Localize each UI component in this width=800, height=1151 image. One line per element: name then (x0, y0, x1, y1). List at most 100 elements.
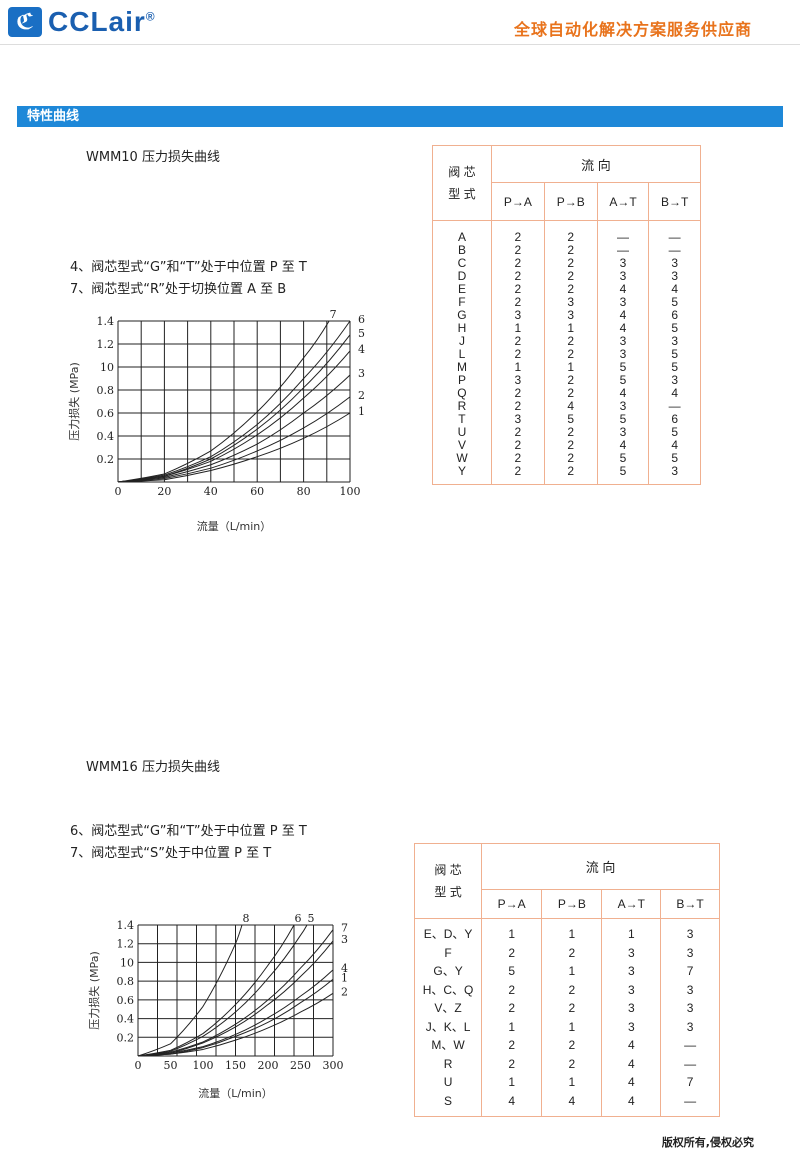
table-cell: 6 (648, 309, 701, 322)
table-cell: E、D、Y (413, 918, 483, 944)
series-label-4: 4 (358, 343, 365, 356)
table-cell: — (660, 1091, 720, 1117)
y-tick-label: 10 (100, 361, 114, 374)
column-header: P→A (490, 182, 545, 221)
y-tick-label: 1.4 (117, 919, 135, 932)
table-cell: B (432, 244, 492, 257)
note: 6、阀芯型式“G”和“T”处于中位置 P 至 T (70, 824, 307, 839)
table-cell: J、K、L (413, 1017, 483, 1036)
table-cell: 2 (541, 980, 603, 999)
table-cell: 2 (543, 426, 598, 439)
table-cell: 3 (601, 999, 662, 1018)
table-cell: 4 (541, 1091, 603, 1117)
table-cell: 1 (543, 322, 598, 335)
table-row: E、D、Y 1 1 1 3 (413, 918, 720, 944)
table-cell: U (413, 1073, 483, 1092)
table-cell: 2 (541, 999, 603, 1018)
y-tick-label: 10 (120, 956, 134, 969)
table-cell: R (413, 1054, 483, 1073)
series-line-3 (117, 374, 351, 483)
table-cell: 2 (490, 465, 545, 485)
table-cell: 5 (648, 452, 701, 465)
header-divider (0, 44, 800, 45)
table-cell: 2 (541, 943, 603, 962)
wmm16-pressure-loss-chart: 0 50 100 150 200 250 300 0.2 0.4 0.6 0.8 10 1.2 1.4 压力… (87, 912, 348, 1100)
series-label-3: 3 (341, 933, 348, 946)
y-tick-label: 1.2 (97, 338, 115, 351)
series-line-2 (117, 396, 351, 483)
table-cell: 3 (543, 296, 598, 309)
y-tick-label: 1.4 (97, 315, 115, 328)
y-tick-label: 0.6 (97, 407, 115, 420)
table-cell: 1 (481, 1073, 543, 1092)
table-cell: C (432, 257, 492, 270)
column-header: B→T (648, 182, 701, 221)
column-header: A→T (596, 182, 650, 221)
y-tick-label: 0.8 (117, 975, 135, 988)
table-cell: F (432, 296, 492, 309)
table-cell: E (432, 283, 492, 296)
series-line-4 (137, 969, 334, 1057)
x-tick-label: 150 (225, 1059, 246, 1072)
logo-text: CCLair® (48, 6, 156, 38)
table-row: S 4 4 4— (413, 1091, 720, 1117)
table-row: B 2 2— — (432, 244, 701, 257)
table-cell: V、Z (413, 999, 483, 1018)
wmm10-pressure-loss-chart: 0 20 40 60 80 100 0.2 0.4 0.6 0.8 10 1.2 1.4 压力损失 (MP… (67, 308, 365, 533)
table-cell: 5 (648, 361, 701, 374)
table-cell: U (432, 426, 492, 439)
table-cell: 5 (648, 348, 701, 361)
table-cell: Y (432, 465, 492, 485)
table-cell: 2 (543, 374, 598, 387)
table-row: G、Y 5 1 3 7 (413, 962, 720, 981)
series-label-5: 5 (358, 327, 365, 340)
x-tick-label: 0 (135, 1059, 142, 1072)
table-cell: — (660, 1036, 720, 1055)
table-cell: 2 (481, 999, 543, 1018)
table-cell: 5 (648, 296, 701, 309)
table-cell: 7 (660, 962, 720, 981)
series-label-7: 7 (341, 922, 348, 935)
table-cell: 4 (648, 439, 701, 452)
table-cell: H (432, 322, 492, 335)
table-cell: 5 (596, 465, 650, 485)
table-cell: 4 (601, 1054, 662, 1073)
table-cell: R (432, 400, 492, 413)
x-tick-label: 50 (164, 1059, 178, 1072)
wmm10-spool-flow-table: 阀 芯型 式流 向 P→A P→B A→T B→T A 2 2— — B 2 2— — C 2 2 3 3 D 2 2 3… (432, 145, 702, 485)
table-cell: 4 (648, 283, 701, 296)
table-cell: 2 (541, 1054, 603, 1073)
y-tick-label: 0.2 (117, 1031, 135, 1044)
series-line-2 (137, 992, 334, 1057)
table-cell: 2 (543, 257, 598, 270)
table-cell: 2 (481, 1054, 543, 1073)
header-line: 阀 芯 (434, 863, 462, 877)
table-cell: — (648, 220, 701, 244)
table-cell: W (432, 452, 492, 465)
table-cell: 3 (648, 374, 701, 387)
series-label-1: 1 (341, 971, 348, 984)
table-cell: 2 (543, 244, 598, 257)
table-cell: P (432, 374, 492, 387)
table-cell: 3 (660, 980, 720, 999)
table-cell: 3 (601, 962, 662, 981)
table-cell: 4 (601, 1091, 662, 1117)
series-line-5 (137, 924, 308, 1057)
header-line: 阀 芯 (448, 165, 476, 179)
table-cell: 2 (543, 220, 598, 244)
table-cell: 4 (481, 1091, 543, 1117)
header-line: 型 式 (448, 187, 476, 201)
series-line-6 (137, 924, 295, 1057)
table-cell: 1 (543, 361, 598, 374)
table-cell: 4 (601, 1036, 662, 1055)
